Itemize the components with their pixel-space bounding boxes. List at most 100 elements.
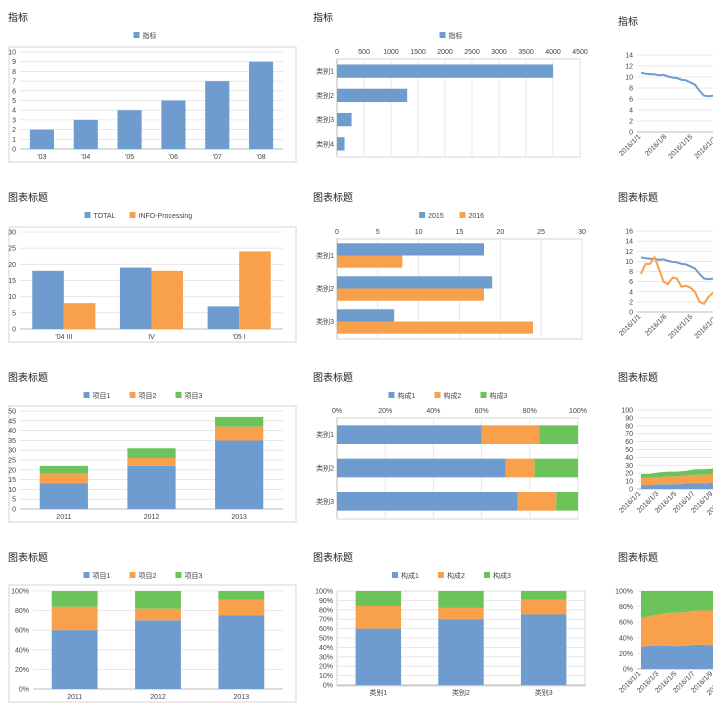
x-tick-label: 4000 xyxy=(545,49,561,56)
bar-segment xyxy=(438,607,484,620)
area-band xyxy=(641,644,713,669)
chart-title: 图表标题 xyxy=(313,373,353,384)
bar-segment xyxy=(218,591,265,600)
y-tick-label: 12 xyxy=(625,64,633,71)
bar-segment xyxy=(39,473,88,484)
bar-segment xyxy=(337,492,518,511)
y-tick-label: 80 xyxy=(625,423,633,430)
chart-title: 图表标题 xyxy=(313,553,353,564)
x-tick-label: 2500 xyxy=(464,49,480,56)
y-tick-label: 5 xyxy=(12,310,16,317)
y-tick-label: 25 xyxy=(8,246,16,253)
y-tick-label: 90 xyxy=(625,415,633,422)
y-tick-label: 类别1 xyxy=(316,430,334,439)
bar-segment xyxy=(215,426,264,441)
x-tick-label: 80% xyxy=(523,408,537,415)
bar-segment xyxy=(520,614,567,685)
legend-label: 构成1 xyxy=(398,391,416,400)
legend-label: 构成3 xyxy=(490,391,508,400)
y-tick-label: 0 xyxy=(629,310,633,317)
bar xyxy=(337,276,493,289)
y-tick-label: 类别3 xyxy=(316,317,334,326)
x-tick-label: 20 xyxy=(496,229,504,236)
legend-label: 构成2 xyxy=(447,571,465,580)
legend-swatch xyxy=(438,572,444,578)
bar-segment xyxy=(517,492,557,511)
y-tick-label: 12 xyxy=(625,249,633,256)
bar xyxy=(337,309,395,322)
series-line xyxy=(640,71,713,98)
y-tick-label: 8 xyxy=(12,69,16,76)
y-tick-label: 100 xyxy=(621,408,633,415)
chart-title: 指标 xyxy=(618,17,638,28)
area-band xyxy=(641,468,713,478)
x-tick-label: 3500 xyxy=(518,49,534,56)
y-tick-label: 100% xyxy=(315,589,333,596)
bar xyxy=(151,270,184,329)
y-tick-label: 40% xyxy=(15,647,29,654)
area-band xyxy=(641,474,713,486)
legend-label: 2016 xyxy=(469,213,485,220)
bar xyxy=(205,81,230,149)
x-tick-label: '04 xyxy=(81,154,90,161)
x-tick-label: '03 xyxy=(37,154,46,161)
y-tick-label: 3 xyxy=(12,117,16,124)
x-tick-label: 100% xyxy=(569,408,587,415)
y-tick-label: 0 xyxy=(629,130,633,137)
legend-swatch xyxy=(83,572,90,578)
y-tick-label: 60% xyxy=(15,628,29,635)
bar xyxy=(29,129,54,149)
legend-label: 项目2 xyxy=(139,572,157,580)
legend-swatch xyxy=(439,32,446,38)
x-tick-label: 20% xyxy=(378,408,392,415)
x-tick-label: 2012 xyxy=(144,514,160,521)
y-tick-label: 20% xyxy=(619,651,633,658)
series-line xyxy=(640,255,713,306)
chart-title: 图表标题 xyxy=(8,373,48,384)
x-tick-label: '05 xyxy=(125,154,134,161)
series-line xyxy=(640,256,713,281)
y-tick-label: 1 xyxy=(12,137,16,144)
bar-segment xyxy=(438,619,484,685)
y-tick-label: 4 xyxy=(629,289,633,296)
legend-swatch xyxy=(434,392,441,398)
x-tick-label: '05 I xyxy=(233,334,246,341)
x-tick-label: 15 xyxy=(456,229,464,236)
y-tick-label: 0% xyxy=(623,667,633,674)
bar-segment xyxy=(135,620,181,689)
y-tick-label: 8 xyxy=(629,269,633,276)
y-tick-label: 类别3 xyxy=(316,115,334,124)
bar xyxy=(337,243,484,256)
y-tick-label: 20 xyxy=(8,262,16,269)
bar-segment xyxy=(135,608,181,621)
x-tick-label: 25 xyxy=(537,229,545,236)
y-tick-label: 50 xyxy=(625,447,633,454)
y-tick-label: 30 xyxy=(8,230,16,237)
x-tick-label: 类别3 xyxy=(535,688,553,697)
y-tick-label: 4 xyxy=(629,108,633,115)
legend-label: 构成3 xyxy=(493,571,511,580)
x-tick-label: 2000 xyxy=(437,49,453,56)
legend-swatch xyxy=(388,392,395,398)
y-tick-label: 10 xyxy=(8,50,16,57)
bar-segment xyxy=(215,440,264,509)
legend-swatch xyxy=(84,212,91,218)
legend-label: 项目3 xyxy=(185,572,203,580)
percent-stacked-column-chart-b: 0% 10% 20% 30% 40% 50% 60% 70% 80% 90% 100% 类别1 类别2 类… xyxy=(315,571,586,697)
percent-stacked-column-chart-a: 0% 20% 40% 60% 80% 100% 2011 2012 2013 项目1 项目2 项目3 xyxy=(8,572,297,703)
y-tick-label: 0% xyxy=(323,683,333,690)
bar-segment xyxy=(39,465,88,474)
y-tick-label: 6 xyxy=(12,88,16,95)
legend-swatch xyxy=(484,572,490,578)
bar xyxy=(239,251,271,329)
y-tick-label: 10 xyxy=(8,487,16,494)
bar-segment xyxy=(218,615,265,689)
y-tick-label: 80% xyxy=(619,604,633,611)
legend-swatch xyxy=(459,212,466,218)
x-tick-label: IV xyxy=(148,334,155,341)
y-tick-label: 20 xyxy=(8,467,16,474)
area-band xyxy=(641,610,713,648)
